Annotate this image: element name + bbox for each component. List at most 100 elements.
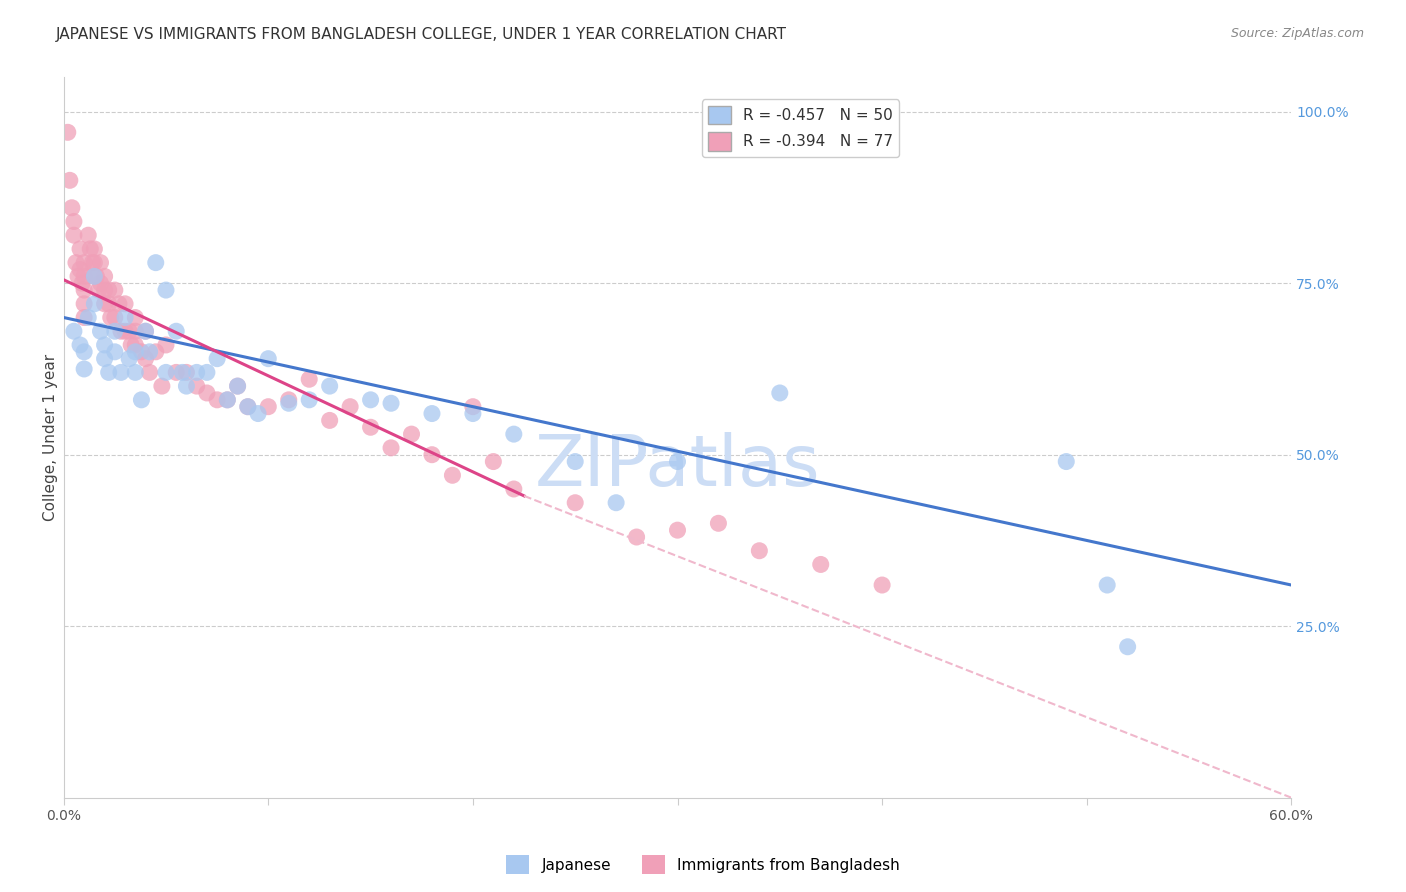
Point — [93, 338, 115, 352]
Point — [120, 338, 142, 352]
Point — [114, 310, 136, 325]
Point — [77, 310, 100, 325]
Point — [69, 262, 91, 277]
Point — [155, 365, 177, 379]
Point — [564, 454, 586, 468]
Point — [93, 351, 115, 366]
Point — [150, 379, 173, 393]
Point — [172, 365, 194, 379]
Point — [114, 297, 136, 311]
Point — [124, 344, 146, 359]
Point — [89, 255, 111, 269]
Point — [89, 277, 111, 291]
Point — [77, 228, 100, 243]
Point — [186, 365, 208, 379]
Point — [73, 283, 96, 297]
Point — [124, 324, 146, 338]
Point — [83, 297, 105, 311]
Point — [1054, 454, 1077, 468]
Text: Source: ZipAtlas.com: Source: ZipAtlas.com — [1230, 27, 1364, 40]
Point — [145, 255, 167, 269]
Point — [707, 516, 730, 531]
Point — [83, 269, 105, 284]
Point — [79, 242, 101, 256]
Point — [195, 386, 218, 401]
Point — [93, 269, 115, 284]
Point — [401, 427, 423, 442]
Point — [605, 496, 627, 510]
Point — [155, 283, 177, 297]
Point — [236, 400, 259, 414]
Point — [165, 365, 187, 379]
Point — [66, 269, 89, 284]
Point — [87, 283, 110, 297]
Point — [110, 365, 132, 379]
Point — [360, 420, 382, 434]
Point — [63, 214, 86, 228]
Point — [104, 283, 127, 297]
Point — [257, 400, 280, 414]
Point — [73, 255, 96, 269]
Legend: R = -0.457   N = 50, R = -0.394   N = 77: R = -0.457 N = 50, R = -0.394 N = 77 — [702, 100, 898, 157]
Point — [277, 392, 299, 407]
Point — [73, 310, 96, 325]
Y-axis label: College, Under 1 year: College, Under 1 year — [44, 354, 58, 521]
Point — [124, 365, 146, 379]
Point — [65, 255, 87, 269]
Point — [870, 578, 893, 592]
Point — [124, 310, 146, 325]
Point — [97, 297, 120, 311]
Text: JAPANESE VS IMMIGRANTS FROM BANGLADESH COLLEGE, UNDER 1 YEAR CORRELATION CHART: JAPANESE VS IMMIGRANTS FROM BANGLADESH C… — [56, 27, 787, 42]
Point — [277, 396, 299, 410]
Point — [205, 392, 228, 407]
Point — [104, 310, 127, 325]
Point — [186, 379, 208, 393]
Point — [176, 365, 198, 379]
Point — [564, 496, 586, 510]
Point — [134, 324, 156, 338]
Point — [502, 482, 524, 496]
Point — [118, 324, 141, 338]
Point — [89, 324, 111, 338]
Point — [70, 277, 93, 291]
Point — [217, 392, 239, 407]
Point — [461, 400, 484, 414]
Point — [59, 173, 82, 187]
Point — [482, 454, 505, 468]
Point — [666, 523, 689, 537]
Text: ZIPatlas: ZIPatlas — [534, 432, 820, 501]
Point — [108, 297, 131, 311]
Point — [810, 558, 832, 572]
Point — [138, 344, 160, 359]
Point — [380, 441, 402, 455]
Point — [73, 269, 96, 284]
Point — [666, 454, 689, 468]
Point — [339, 400, 361, 414]
Point — [226, 379, 249, 393]
Point — [298, 392, 321, 407]
Point — [134, 351, 156, 366]
Point — [97, 365, 120, 379]
Point — [82, 255, 104, 269]
Point — [131, 392, 153, 407]
Point — [93, 297, 115, 311]
Point — [63, 228, 86, 243]
Point — [100, 310, 122, 325]
Point — [73, 362, 96, 376]
Point — [86, 269, 108, 284]
Point — [110, 324, 132, 338]
Point — [626, 530, 648, 544]
Point — [257, 351, 280, 366]
Point — [73, 297, 96, 311]
Point — [83, 255, 105, 269]
Point — [104, 324, 127, 338]
Point — [93, 283, 115, 297]
Point — [83, 269, 105, 284]
Point — [83, 242, 105, 256]
Point — [247, 407, 270, 421]
Point — [155, 338, 177, 352]
Point — [205, 351, 228, 366]
Point — [69, 242, 91, 256]
Point — [298, 372, 321, 386]
Point — [176, 379, 198, 393]
